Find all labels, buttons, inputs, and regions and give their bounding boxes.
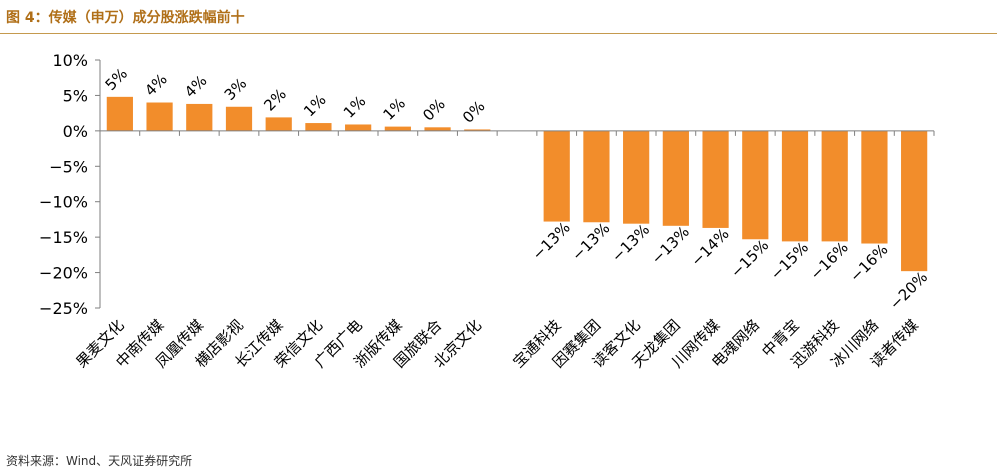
data-label: −15% — [727, 236, 772, 281]
bar — [464, 129, 491, 131]
y-tick-label: −25% — [39, 299, 88, 318]
bar — [781, 130, 809, 242]
data-label: −13% — [608, 221, 653, 266]
y-tick-label: 5% — [63, 86, 88, 105]
title-rule — [0, 33, 997, 34]
bar — [384, 126, 411, 131]
data-label: −15% — [767, 238, 812, 283]
bar — [225, 106, 253, 131]
y-tick-label: −20% — [39, 264, 88, 283]
bar — [742, 130, 769, 240]
bar — [861, 130, 888, 244]
data-label: 1% — [300, 91, 330, 121]
data-label: 5% — [102, 65, 132, 95]
data-label: −14% — [687, 225, 732, 270]
bar — [305, 123, 332, 131]
bar — [106, 96, 133, 131]
bar — [821, 130, 848, 242]
data-label: 1% — [380, 94, 410, 124]
data-label: 4% — [181, 72, 211, 102]
bar — [186, 103, 213, 131]
data-label: 0% — [459, 97, 489, 127]
y-tick-label: −10% — [39, 193, 88, 212]
y-tick-label: 10% — [52, 51, 88, 70]
y-tick-label: −5% — [49, 157, 88, 176]
data-label: −20% — [886, 268, 931, 313]
y-tick-label: 0% — [63, 122, 88, 141]
data-label: 3% — [221, 74, 251, 104]
data-label: −13% — [648, 223, 693, 268]
y-tick-label: −15% — [39, 228, 88, 247]
bar — [265, 117, 292, 131]
bar — [424, 127, 451, 131]
data-label: 0% — [419, 95, 449, 125]
data-label: −16% — [807, 238, 852, 283]
bars — [106, 96, 928, 272]
zero-axis — [99, 130, 935, 136]
data-label: −16% — [846, 240, 891, 285]
data-label: −13% — [529, 218, 574, 263]
y-axis: 10% 5% 0% −5% −10% −15% −20% −25% — [39, 51, 101, 318]
bar — [702, 130, 729, 228]
bar — [583, 130, 610, 223]
data-label: −13% — [568, 219, 613, 264]
bar — [901, 130, 928, 272]
bar — [146, 102, 173, 131]
bar — [543, 130, 570, 222]
data-label: 2% — [260, 85, 290, 115]
bar — [345, 124, 372, 131]
bar-chart: 10% 5% 0% −5% −10% −15% −20% −25% 5% 4% 4% 3% 2% 1% 1… — [39, 51, 935, 371]
bar — [662, 130, 689, 226]
source-note: 资料来源：Wind、天风证券研究所 — [6, 454, 193, 468]
x-axis-categories: 果麦文化中南传媒凤凰传媒横店影视长江传媒荣信文化广西广电浙版传媒国旅联合北京文化… — [73, 316, 922, 371]
bar — [623, 130, 650, 224]
data-label: 1% — [340, 92, 370, 122]
data-label: 4% — [141, 70, 171, 100]
figure-title: 图 4：传媒（申万）成分股涨跌幅前十 — [6, 10, 245, 26]
